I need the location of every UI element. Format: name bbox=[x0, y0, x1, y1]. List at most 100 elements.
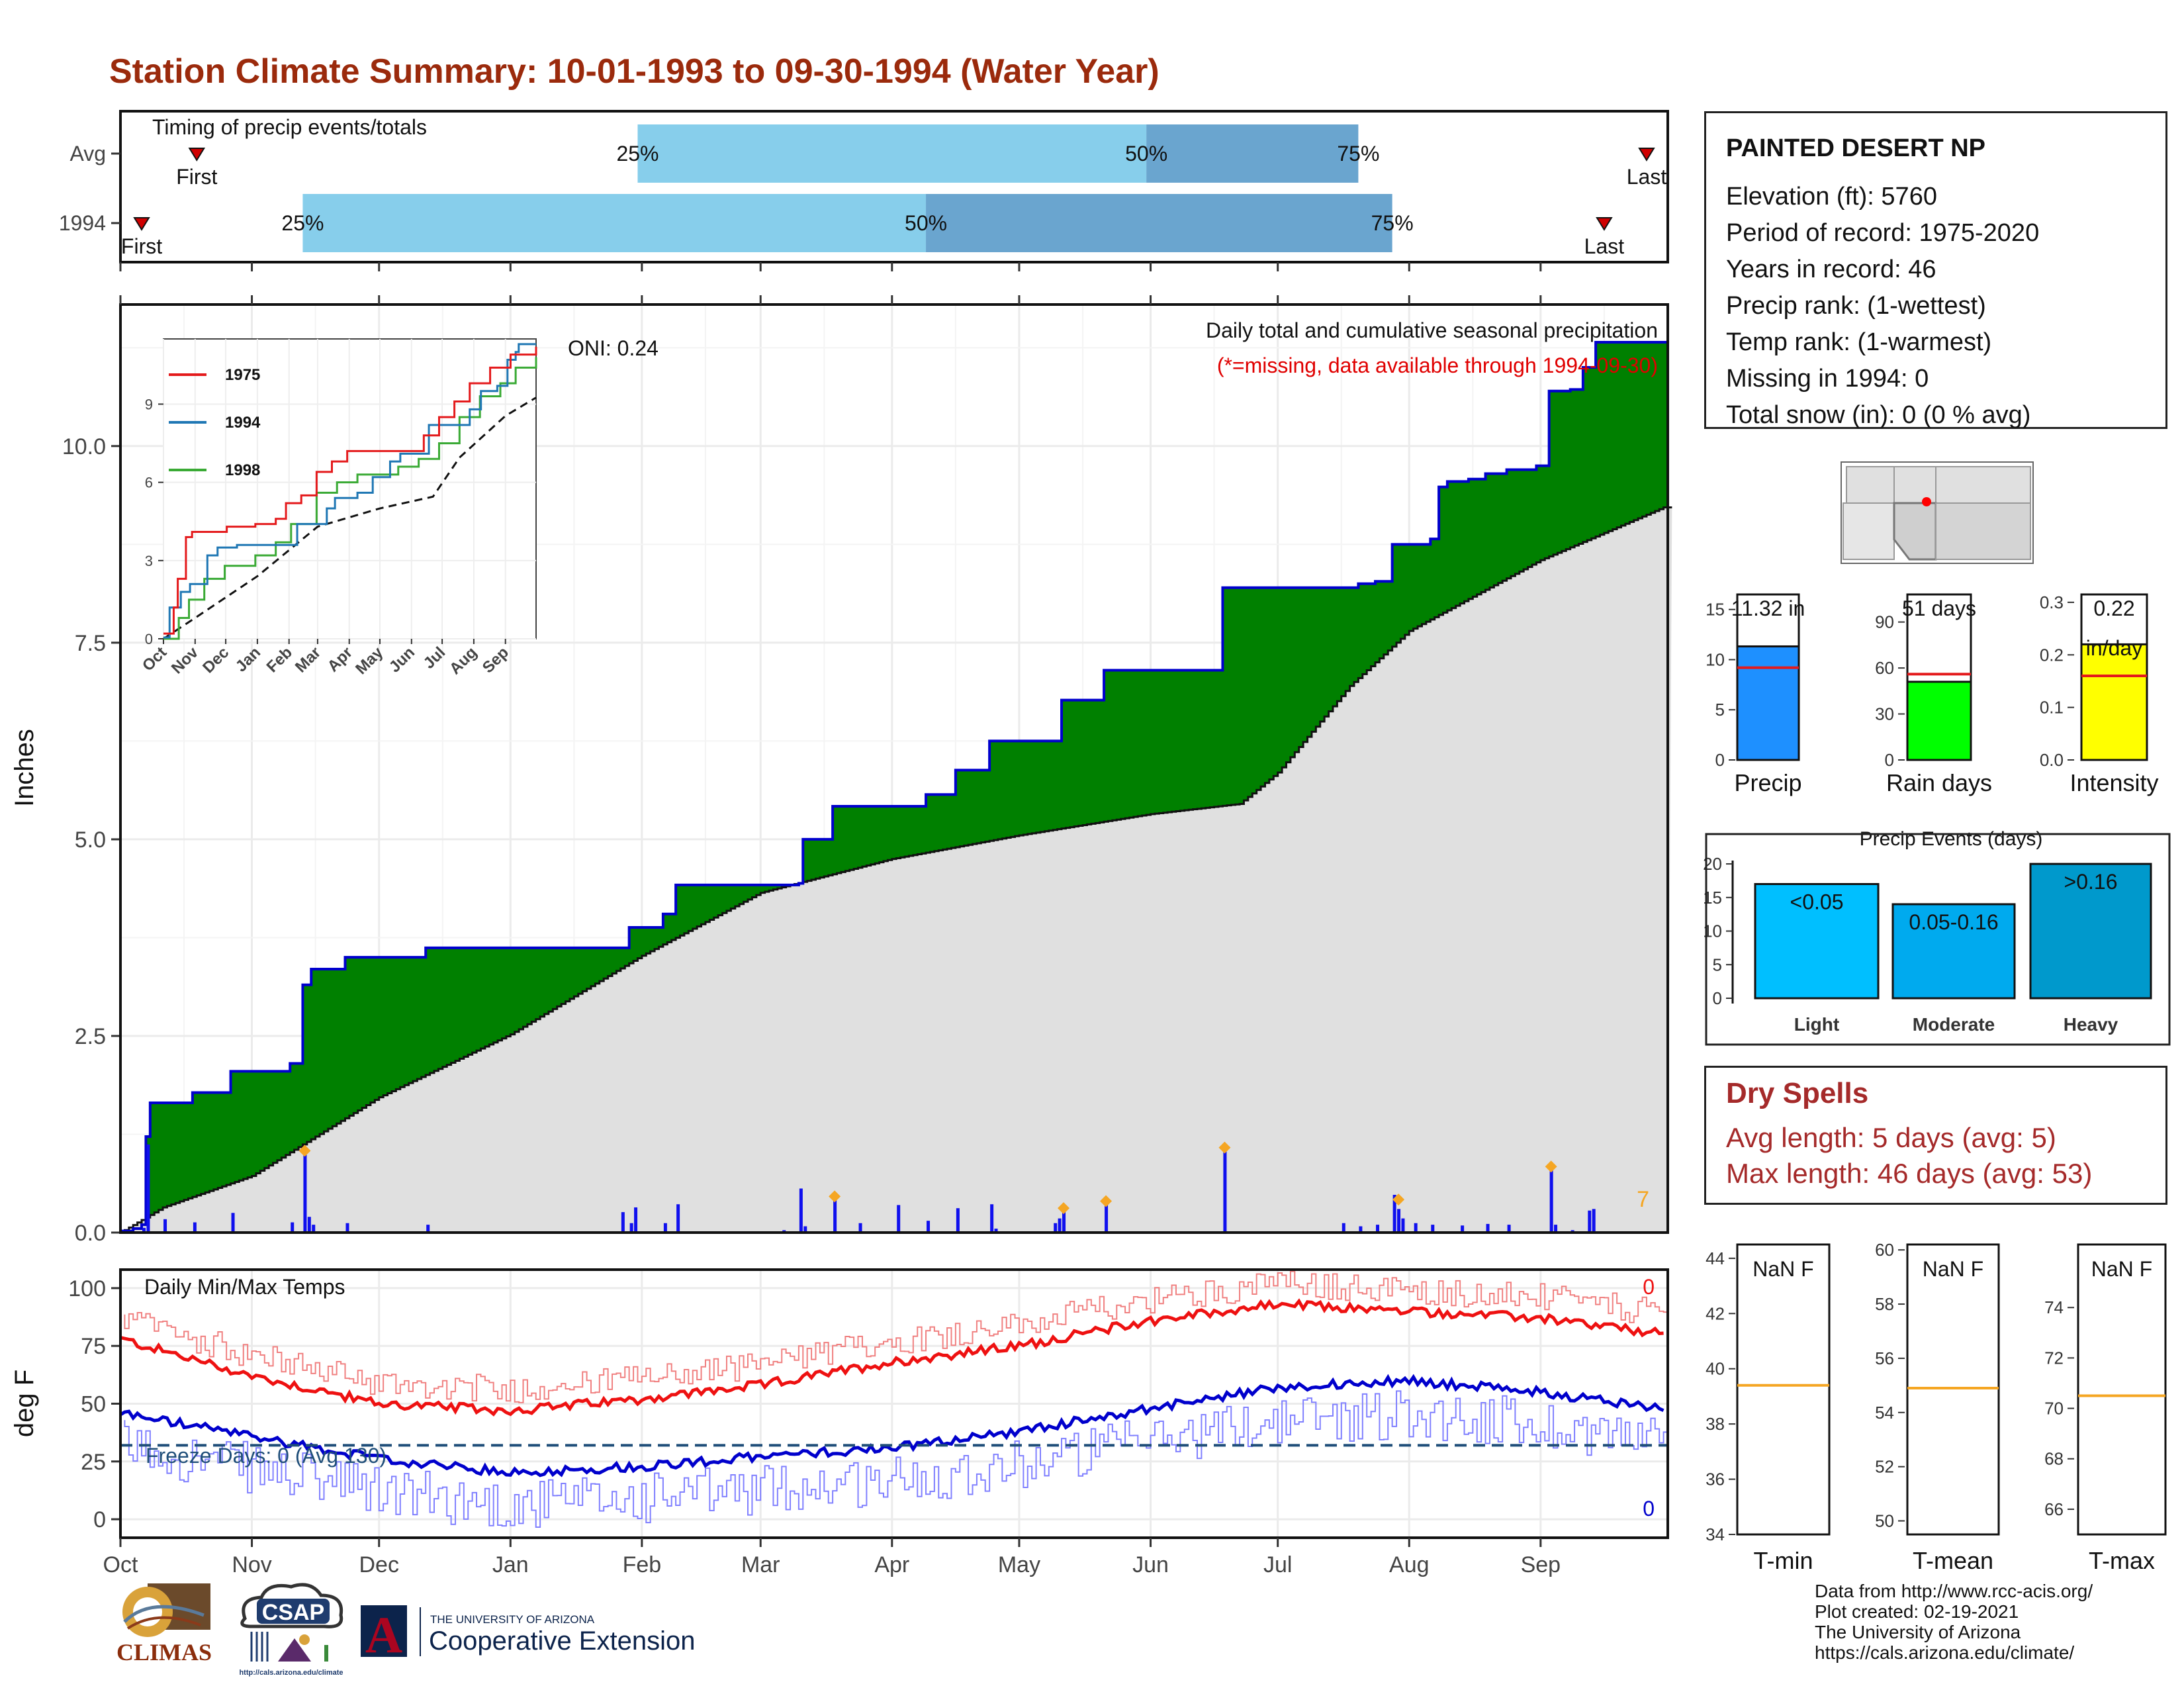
corner-count: 7 bbox=[1637, 1187, 1649, 1212]
timing-caption: Timing of precip events/totals bbox=[152, 115, 427, 139]
mini-unit-label: in/day bbox=[2086, 636, 2142, 660]
month-label: Aug bbox=[1389, 1552, 1430, 1577]
tbar-value-label: NaN F bbox=[1923, 1257, 1983, 1281]
dry-spells-max: Max length: 46 days (avg: 53) bbox=[1726, 1158, 2093, 1189]
tbar-y-label: 52 bbox=[1875, 1457, 1894, 1477]
orange-marker bbox=[829, 1190, 841, 1203]
orange-marker bbox=[1218, 1141, 1231, 1154]
tbar-y-label: 40 bbox=[1706, 1359, 1725, 1379]
credit-university: The University of Arizona bbox=[1815, 1622, 2021, 1642]
daily-precip-bar bbox=[897, 1205, 901, 1233]
inset-1994-line bbox=[163, 343, 536, 639]
map-state-ca bbox=[1843, 502, 1895, 560]
timing-last-label: Last bbox=[1627, 165, 1667, 189]
daily-precip-bar bbox=[1592, 1209, 1596, 1233]
daily-precip-bar bbox=[1507, 1225, 1511, 1233]
daily-precip-bar bbox=[1414, 1223, 1418, 1233]
credits: Data from http://www.rcc-acis.org/ Plot … bbox=[1815, 1581, 2093, 1663]
csap-url: http://cals.arizona.edu/climate bbox=[239, 1669, 343, 1677]
daily-precip-bar bbox=[163, 1219, 167, 1233]
precip-chart-title: Daily total and cumulative seasonal prec… bbox=[1206, 318, 1658, 342]
orange-marker bbox=[1545, 1160, 1557, 1173]
tbar-y-label: 74 bbox=[2044, 1297, 2064, 1317]
timing-bar-50-75 bbox=[1146, 124, 1359, 183]
temp-frame bbox=[119, 1268, 1669, 1539]
tbar-y-label: 66 bbox=[2044, 1499, 2064, 1519]
events-bar bbox=[1754, 883, 1880, 1000]
daily-precip-bar bbox=[142, 1227, 146, 1233]
daily-precip-bar bbox=[1392, 1194, 1396, 1233]
cumulative-1994-line bbox=[119, 341, 1668, 1233]
inset-y-label: 6 bbox=[145, 475, 153, 491]
daily-precip-bar bbox=[833, 1199, 837, 1233]
dry-spells-title: Dry Spells bbox=[1726, 1077, 1869, 1109]
tbar-category-label: T-mean bbox=[1913, 1547, 1993, 1574]
tbar-value-label: NaN F bbox=[2091, 1257, 2152, 1281]
tbar-frame bbox=[2077, 1243, 2167, 1536]
tbar-y-label: 34 bbox=[1706, 1524, 1725, 1544]
temp-y-label: 0 bbox=[93, 1507, 106, 1532]
daily-precip-bar bbox=[676, 1204, 680, 1233]
ua-letter: A bbox=[365, 1606, 402, 1662]
ua-logo: A THE UNIVERSITY OF ARIZONA Cooperative … bbox=[357, 1602, 754, 1664]
month-label: Nov bbox=[232, 1552, 271, 1577]
timing-bar-25-50 bbox=[637, 124, 1147, 183]
orange-marker bbox=[1058, 1202, 1070, 1215]
cumulative-avg-line bbox=[120, 506, 1672, 1234]
month-label: Apr bbox=[874, 1552, 909, 1577]
location-map bbox=[1841, 461, 2034, 564]
daily-precip-bar bbox=[858, 1223, 862, 1233]
daily-precip-bar bbox=[1058, 1218, 1062, 1233]
tbar-y-label: 36 bbox=[1706, 1470, 1725, 1489]
month-label: Sep bbox=[1521, 1552, 1561, 1577]
events-bar bbox=[1891, 903, 2016, 1000]
tbar-frame bbox=[1906, 1243, 2000, 1536]
y-tick-label: 0.0 bbox=[75, 1221, 106, 1246]
station-years: Years in record: 46 bbox=[1726, 256, 1936, 283]
timing-first-marker bbox=[133, 217, 150, 231]
daily-precip-bar bbox=[621, 1212, 625, 1233]
inset-y-label: 9 bbox=[145, 396, 153, 412]
mini-y-label: 0.1 bbox=[2040, 698, 2064, 718]
mini-category-label: Intensity bbox=[2070, 769, 2158, 796]
map-state-ut bbox=[1893, 466, 1936, 504]
mini-value-bar bbox=[2080, 643, 2148, 761]
events-y-label: 5 bbox=[1713, 955, 1722, 974]
daily-precip-bar bbox=[345, 1223, 349, 1233]
temperature-chart: 0 25 50 75 100 Daily Min/Max Temps Freeze Days… bbox=[10, 1268, 1669, 1577]
events-y-label: 0 bbox=[1713, 988, 1722, 1008]
temperature-bars: 34 36 38 40 42 44 NaN F T-min 50 52 54 56 58 60 NaN F T… bbox=[1706, 1240, 2167, 1574]
daily-precip-bar bbox=[803, 1226, 807, 1233]
timing-last-marker bbox=[1596, 217, 1613, 231]
timing-first-label: First bbox=[121, 234, 162, 258]
y-tick-label: 5.0 bbox=[75, 827, 106, 853]
mini-value-bar bbox=[1736, 645, 1800, 761]
csap-logo: CSAP http://cals.arizona.edu/climate bbox=[232, 1579, 351, 1678]
daily-precip-bar bbox=[1397, 1209, 1401, 1233]
daily-precip-bar bbox=[307, 1217, 311, 1233]
mini-value-label: 11.32 in bbox=[1731, 596, 1805, 620]
daily-precip-bar bbox=[146, 1144, 150, 1233]
temp-y-label: 75 bbox=[81, 1334, 106, 1359]
mini-y-label: 0.3 bbox=[2040, 592, 2064, 612]
mini-y-label: 5 bbox=[1715, 700, 1725, 720]
events-category-label: Moderate bbox=[1913, 1014, 1995, 1035]
timing-first-label: First bbox=[176, 165, 217, 189]
daily-max-line bbox=[124, 1270, 1668, 1403]
inset-legend-label: 1998 bbox=[225, 461, 260, 479]
map-station-dot bbox=[1922, 497, 1931, 506]
daily-precip-bar bbox=[231, 1213, 235, 1233]
inset-y-label: 3 bbox=[145, 553, 153, 569]
credit-date: Plot created: 02-19-2021 bbox=[1815, 1601, 2019, 1622]
avg-max-line bbox=[120, 1298, 1664, 1417]
timing-q25-label: 25% bbox=[616, 142, 659, 165]
max-count-label: 0 bbox=[1643, 1275, 1655, 1299]
tbar-value-label: NaN F bbox=[1752, 1257, 1813, 1281]
tbar-y-label: 44 bbox=[1706, 1248, 1725, 1268]
events-bar-label: 0.05-0.16 bbox=[1909, 910, 1998, 934]
timing-q50-label: 50% bbox=[905, 211, 947, 235]
station-temp-rank: Temp rank: (1-warmest) bbox=[1726, 328, 1992, 356]
csap-text: CSAP bbox=[262, 1600, 324, 1625]
timing-row-label: 1994 bbox=[59, 211, 106, 235]
page-title: Station Climate Summary: 10-01-1993 to 0… bbox=[109, 52, 1160, 91]
